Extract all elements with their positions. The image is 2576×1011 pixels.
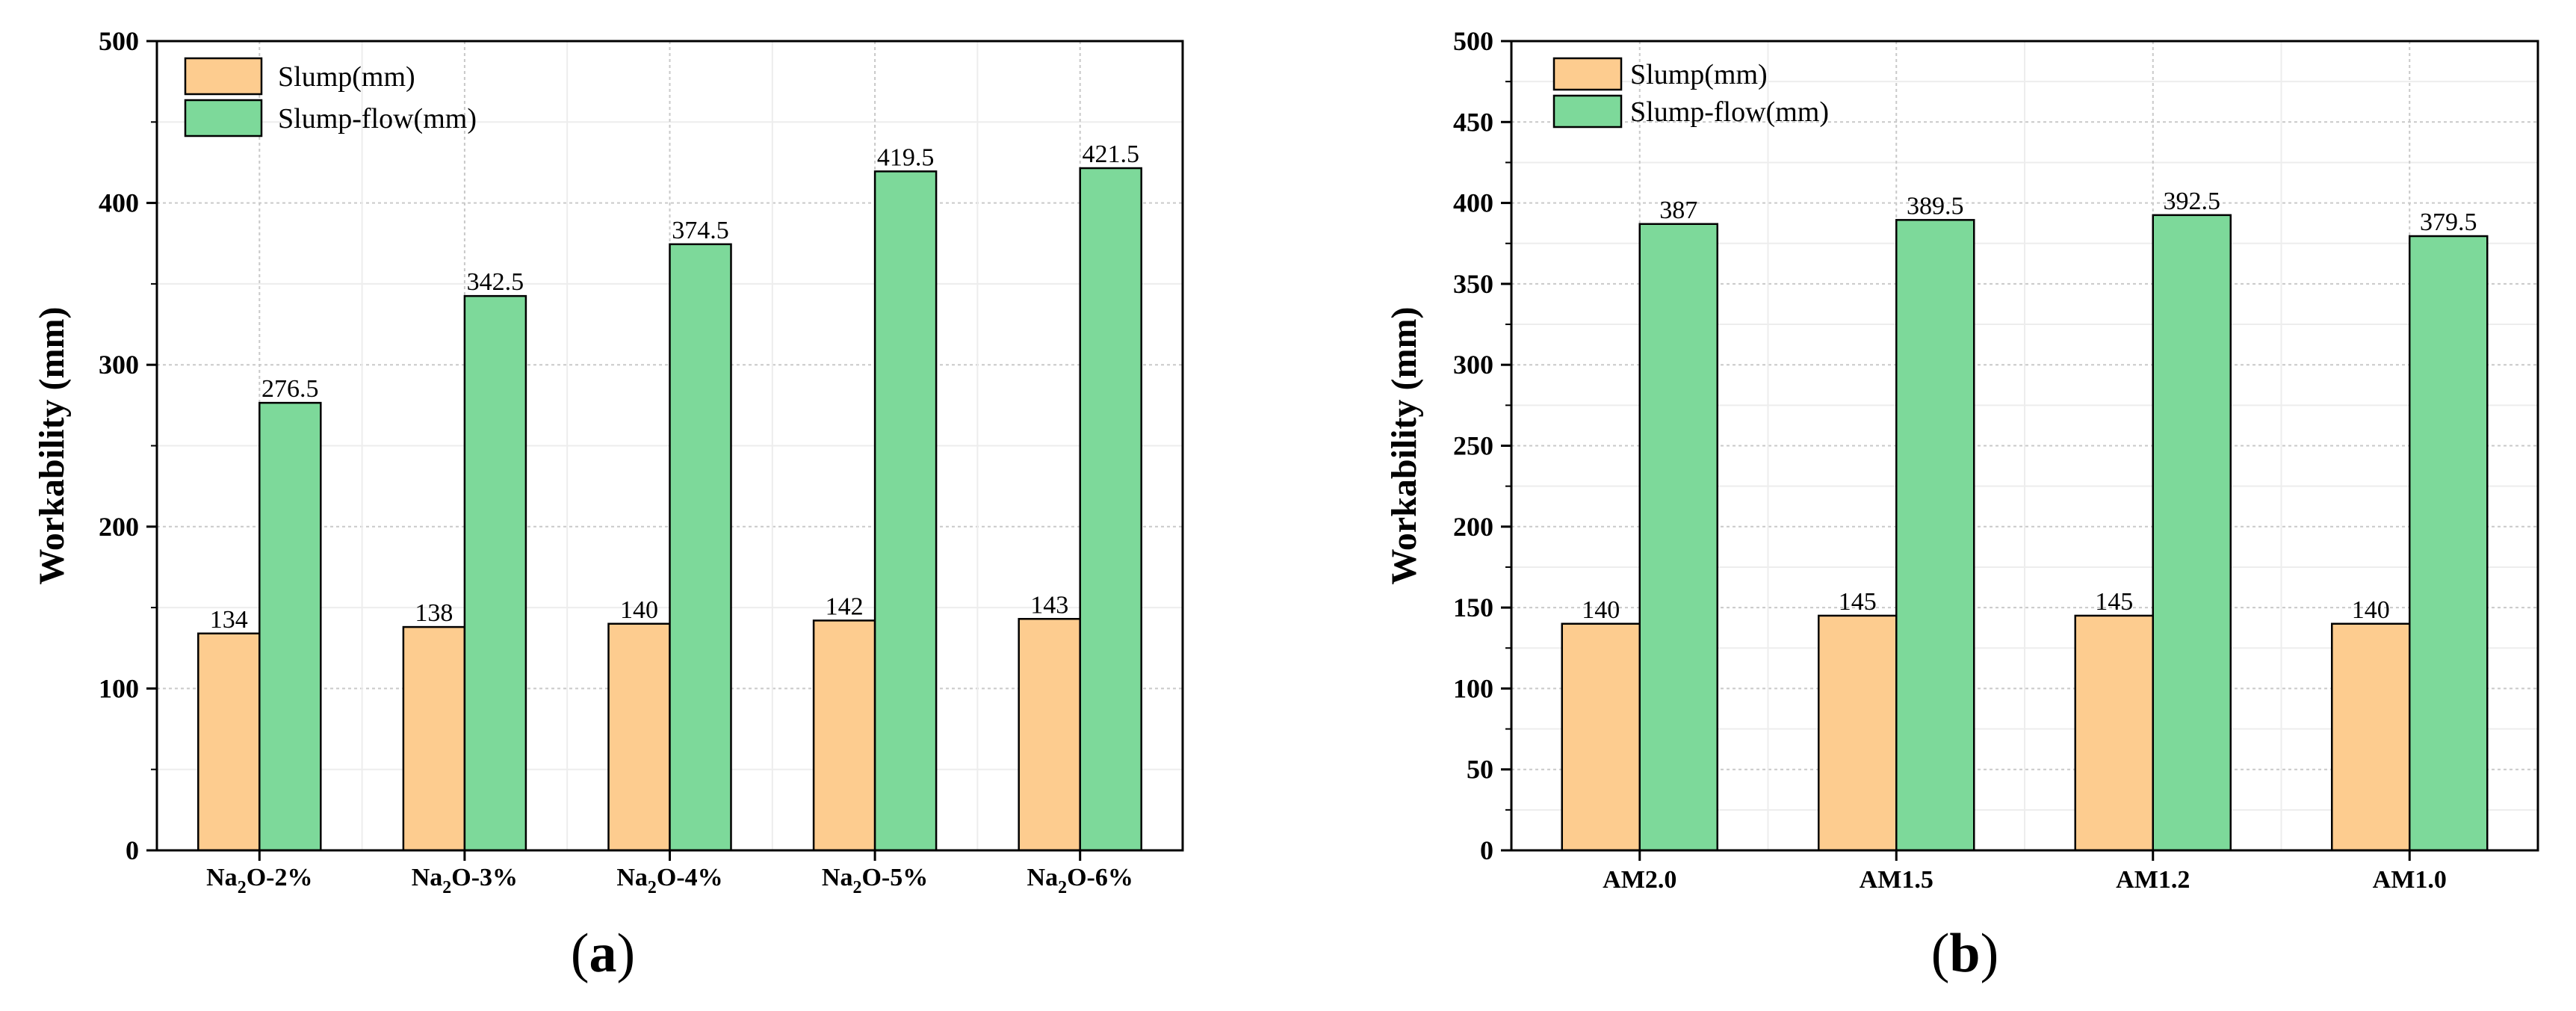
bar-value-label: 140 <box>2352 596 2390 624</box>
bar-slump <box>197 632 261 852</box>
bar-value-label: 138 <box>415 599 453 627</box>
bar-slump-flow <box>873 170 938 852</box>
bar-value-label: 140 <box>620 596 658 624</box>
bar-value-label: 419.5 <box>877 143 935 171</box>
legend-label-slump: Slump(mm) <box>278 61 415 93</box>
bar-slump <box>607 622 671 852</box>
y-tick-label: 300 <box>99 350 139 380</box>
bar-slump <box>2331 622 2411 852</box>
bar-slump <box>1018 618 1081 852</box>
panel-label: (b) <box>1931 923 1998 984</box>
y-axis-label: Workability (mm) <box>32 307 72 585</box>
x-tick-label: Na2O-3% <box>412 864 518 897</box>
legend: Slump(mm) Slump-flow(mm) <box>184 57 477 137</box>
bar-slump-flow <box>1638 223 1718 852</box>
bar-slump <box>2074 614 2154 852</box>
bar-slump <box>1561 622 1641 852</box>
legend-label-slump-flow: Slump-flow(mm) <box>1630 96 1829 128</box>
bar-value-label: 145 <box>2095 588 2133 616</box>
x-tick-label: Na2O-2% <box>206 864 312 897</box>
bar-value-label: 421.5 <box>1082 140 1139 168</box>
y-tick-label: 500 <box>1453 26 1493 56</box>
y-tick-label: 100 <box>1453 673 1493 703</box>
y-tick-label: 0 <box>1480 835 1493 865</box>
bar-slump <box>812 619 876 852</box>
y-tick-label: 250 <box>1453 431 1493 461</box>
bar-slump-flow <box>669 243 732 852</box>
x-tick-label: Na2O-4% <box>616 864 722 897</box>
bar-slump-flow <box>2409 235 2489 852</box>
bar-value-label: 387 <box>1659 197 1697 224</box>
bar-value-label: 389.5 <box>1907 192 1964 220</box>
bar-value-label: 374.5 <box>672 217 729 244</box>
x-tick-label: Na2O-6% <box>1027 864 1133 897</box>
x-tick-label: AM1.2 <box>2116 866 2190 894</box>
y-tick-label: 0 <box>126 835 139 865</box>
y-tick-label: 200 <box>1453 512 1493 542</box>
x-tick-label: AM1.5 <box>1860 866 1933 894</box>
bar-slump-flow <box>1079 167 1142 852</box>
chart-panel-b: 140 145 145 140 387 389.5 392.5 379.5 0 50 100 150 2… <box>1384 26 2539 984</box>
y-tick-label: 50 <box>1467 755 1493 785</box>
y-tick-label: 400 <box>1453 188 1493 218</box>
bar-slump-flow <box>463 294 527 852</box>
x-tick-label: Na2O-5% <box>822 864 928 897</box>
legend: Slump(mm) Slump-flow(mm) <box>1552 57 1829 129</box>
bar-value-label: 140 <box>1582 596 1620 624</box>
y-axis-label: Workability (mm) <box>1384 307 1424 585</box>
bar-slump-flow <box>1895 219 1975 852</box>
legend-label-slump-flow: Slump-flow(mm) <box>278 103 477 135</box>
bar-slump-flow <box>258 401 322 852</box>
y-tick-label: 300 <box>1453 350 1493 380</box>
bar-slump-flow <box>2152 214 2232 852</box>
x-tick-label: AM1.0 <box>2373 866 2447 894</box>
y-tick-label: 150 <box>1453 593 1493 622</box>
y-tick-label: 450 <box>1453 107 1493 137</box>
y-tick-label: 400 <box>99 188 139 218</box>
legend-swatch-slump <box>184 57 263 96</box>
y-tick-label: 500 <box>99 26 139 56</box>
bar-value-label: 392.5 <box>2164 188 2221 215</box>
bar-value-label: 143 <box>1030 591 1068 619</box>
panel-label: (a) <box>571 923 635 984</box>
bar-value-label: 342.5 <box>467 268 524 296</box>
bar-slump <box>1818 614 1898 852</box>
y-tick-label: 100 <box>99 673 139 703</box>
bar-value-label: 134 <box>210 606 248 634</box>
y-tick-label: 200 <box>99 512 139 542</box>
legend-label-slump: Slump(mm) <box>1630 59 1768 90</box>
chart-panel-a: 134 138 140 142 143 276.5 342.5 374.5 419.5 421.5… <box>32 26 1184 984</box>
bar-value-label: 142 <box>826 593 864 620</box>
bar-value-label: 379.5 <box>2420 208 2477 236</box>
bar-slump <box>402 625 466 852</box>
legend-swatch-slump <box>1552 57 1623 91</box>
legend-swatch-slump-flow <box>1552 94 1623 129</box>
y-tick-label: 350 <box>1453 269 1493 299</box>
bar-value-label: 276.5 <box>261 375 319 403</box>
x-tick-label: AM2.0 <box>1603 866 1676 894</box>
legend-swatch-slump-flow <box>184 99 263 137</box>
bar-value-label: 145 <box>1839 588 1877 616</box>
